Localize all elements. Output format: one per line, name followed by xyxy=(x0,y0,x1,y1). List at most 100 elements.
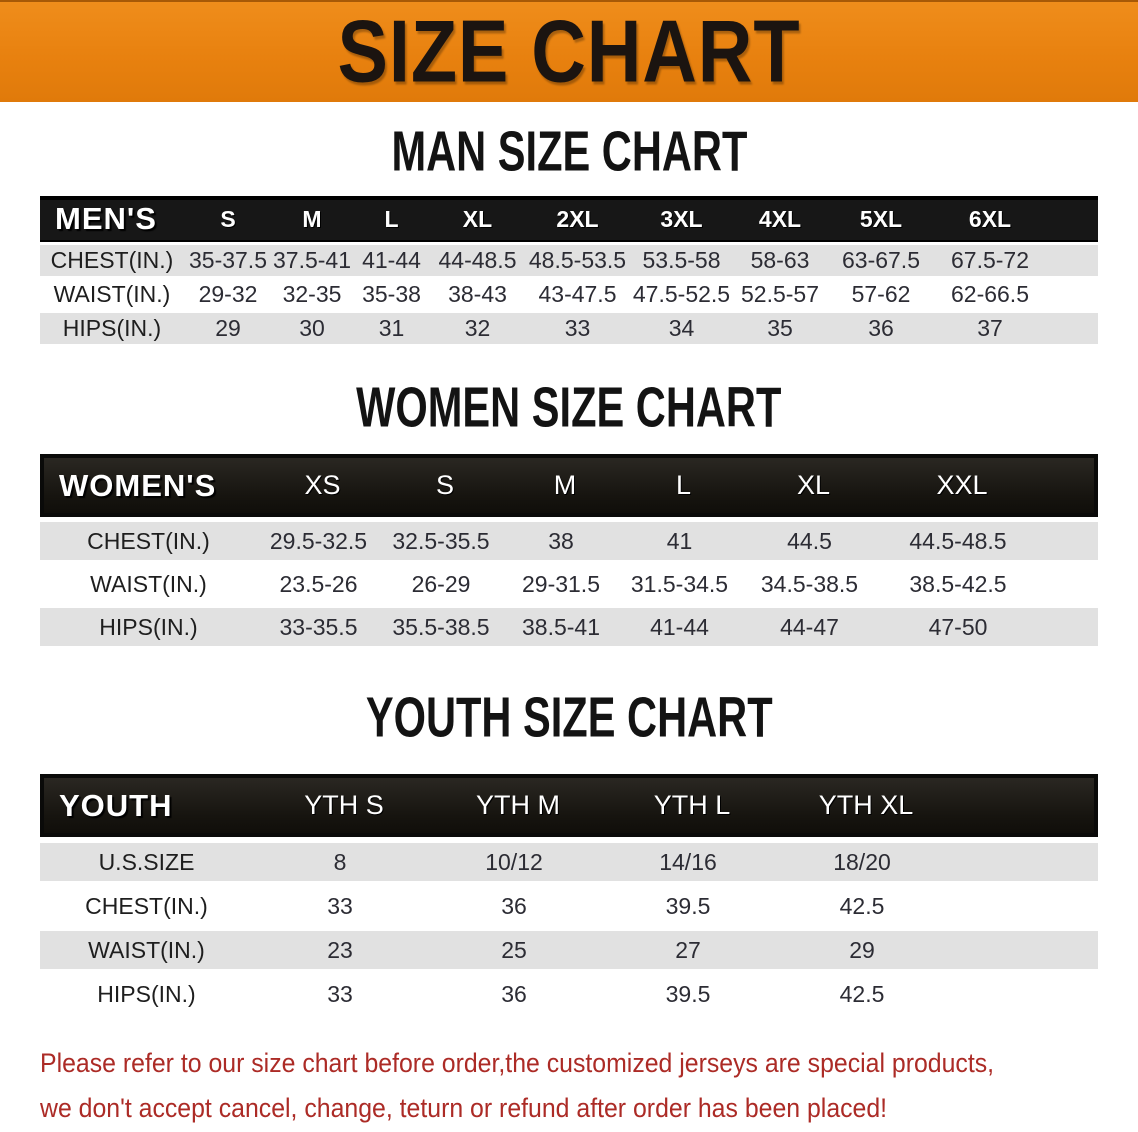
men-size-col: L xyxy=(384,205,399,232)
men-section-heading: MAN SIZE CHART xyxy=(0,120,1138,184)
size-value: 41-44 xyxy=(650,613,709,640)
size-value: 25 xyxy=(501,936,527,963)
women-size-col: S xyxy=(435,470,454,500)
size-value: 29 xyxy=(215,315,241,341)
size-value: 44-47 xyxy=(780,613,839,640)
men-row-chest: CHEST(IN.) 35-37.5 37.5-41 41-44 44-48.5… xyxy=(40,245,1098,276)
disclaimer-line-1: Please refer to our size chart before or… xyxy=(40,1048,995,1078)
women-table-title: WOMEN'S xyxy=(59,467,217,503)
size-value: 23.5-26 xyxy=(279,570,358,597)
men-size-col: 3XL xyxy=(660,205,703,232)
size-value: 36 xyxy=(868,315,894,341)
row-label: HIPS(IN.) xyxy=(62,315,162,341)
men-size-col: XL xyxy=(462,205,493,232)
size-value: 34.5-38.5 xyxy=(760,570,859,597)
size-value: 57-62 xyxy=(851,281,911,307)
men-size-col: 2XL xyxy=(556,205,599,232)
row-label: HIPS(IN.) xyxy=(99,613,198,640)
size-value: 37 xyxy=(977,315,1003,341)
size-value: 30 xyxy=(299,315,325,341)
men-size-col: M xyxy=(302,205,322,232)
size-value: 67.5-72 xyxy=(950,247,1029,273)
size-value: 43-47.5 xyxy=(538,281,617,307)
youth-table-title: YOUTH xyxy=(59,787,173,823)
size-value: 47.5-52.5 xyxy=(632,281,731,307)
size-value: 29-31.5 xyxy=(521,570,600,597)
youth-row-hips: HIPS(IN.) 33 36 39.5 42.5 xyxy=(40,975,1098,1013)
row-label: CHEST(IN.) xyxy=(87,527,210,554)
women-table-header-row: WOMEN'S XS S M L XL XXL xyxy=(40,454,1098,517)
size-value: 48.5-53.5 xyxy=(528,247,627,273)
size-value: 52.5-57 xyxy=(740,281,819,307)
size-value: 8 xyxy=(333,848,347,875)
row-label: CHEST(IN.) xyxy=(50,247,174,273)
men-size-col: 6XL xyxy=(968,205,1012,232)
size-value: 37.5-41 xyxy=(272,247,351,273)
size-value: 39.5 xyxy=(665,892,711,919)
banner-title: SIZE CHART xyxy=(337,2,801,101)
size-value: 58-63 xyxy=(750,247,810,273)
size-value: 47-50 xyxy=(928,613,988,640)
row-label: CHEST(IN.) xyxy=(85,892,208,919)
women-size-table: WOMEN'S XS S M L XL XXL CHEST(IN.) 29.5-… xyxy=(40,454,1098,646)
youth-row-ussize: U.S.SIZE 8 10/12 14/16 18/20 xyxy=(40,843,1098,881)
size-value: 33-35.5 xyxy=(279,613,358,640)
row-label: WAIST(IN.) xyxy=(53,281,171,307)
men-heading-text: MAN SIZE CHART xyxy=(391,120,747,184)
youth-size-col: YTH L xyxy=(653,790,731,820)
men-table-title: MEN'S xyxy=(55,201,157,236)
size-value: 14/16 xyxy=(659,848,717,875)
row-label: WAIST(IN.) xyxy=(88,936,205,963)
size-value: 44-48.5 xyxy=(438,247,517,273)
women-size-section: WOMEN SIZE CHART WOMEN'S XS S M L XL XXL… xyxy=(0,378,1138,646)
size-value: 26-29 xyxy=(411,570,471,597)
size-value: 32-35 xyxy=(282,281,342,307)
size-value: 31 xyxy=(378,315,405,341)
men-size-section: MAN SIZE CHART MEN'S S M L XL 2XL 3XL 4X… xyxy=(0,120,1138,344)
size-value: 38 xyxy=(548,527,574,554)
women-size-col: L xyxy=(675,470,692,500)
women-size-col: XXL xyxy=(936,470,988,500)
youth-size-col: YTH M xyxy=(476,790,560,820)
men-row-hips: HIPS(IN.) 29 30 31 32 33 34 35 36 37 xyxy=(40,313,1098,344)
men-size-col: S xyxy=(220,205,236,232)
youth-size-section: YOUTH SIZE CHART YOUTH YTH S YTH M YTH L… xyxy=(0,686,1138,1013)
size-value: 38-43 xyxy=(448,281,507,307)
youth-size-col: YTH XL xyxy=(818,790,914,820)
youth-section-heading: YOUTH SIZE CHART xyxy=(0,686,1138,750)
men-table-header-row: MEN'S S M L XL 2XL 3XL 4XL 5XL 6XL xyxy=(40,196,1098,242)
size-value: 31.5-34.5 xyxy=(630,570,729,597)
size-value: 44.5 xyxy=(787,527,832,554)
size-value: 35-37.5 xyxy=(188,247,267,273)
women-size-col: M xyxy=(553,470,577,500)
size-value: 29.5-32.5 xyxy=(269,527,368,554)
men-size-col: 5XL xyxy=(859,205,903,232)
size-value: 53.5-58 xyxy=(642,247,721,273)
size-value: 18/20 xyxy=(833,848,891,875)
youth-table-header-row: YOUTH YTH S YTH M YTH L YTH XL xyxy=(40,774,1098,837)
size-value: 35.5-38.5 xyxy=(392,613,490,640)
disclaimer-line-2: we don't accept cancel, change, teturn o… xyxy=(40,1093,888,1123)
men-size-col: 4XL xyxy=(758,205,802,232)
youth-heading-text: YOUTH SIZE CHART xyxy=(365,686,773,750)
size-value: 44.5-48.5 xyxy=(909,527,1007,554)
size-value: 36 xyxy=(501,892,527,919)
size-value: 33 xyxy=(327,892,353,919)
size-value: 35 xyxy=(767,315,793,341)
size-value: 36 xyxy=(501,980,527,1007)
size-value: 33 xyxy=(564,315,591,341)
size-value: 33 xyxy=(327,980,353,1007)
women-size-col: XS xyxy=(304,470,341,500)
size-value: 39.5 xyxy=(665,980,711,1007)
size-value: 38.5-42.5 xyxy=(909,570,1007,597)
size-value: 41-44 xyxy=(362,247,421,273)
men-row-waist: WAIST(IN.) 29-32 32-35 35-38 38-43 43-47… xyxy=(40,279,1098,310)
row-label: U.S.SIZE xyxy=(98,848,195,875)
women-row-chest: CHEST(IN.) 29.5-32.5 32.5-35.5 38 41 44.… xyxy=(40,522,1098,560)
size-value: 62-66.5 xyxy=(950,281,1029,307)
size-chart-banner: SIZE CHART xyxy=(0,0,1138,102)
row-label: HIPS(IN.) xyxy=(97,980,196,1007)
youth-row-waist: WAIST(IN.) 23 25 27 29 xyxy=(40,931,1098,969)
size-value: 32 xyxy=(464,315,491,341)
youth-row-chest: CHEST(IN.) 33 36 39.5 42.5 xyxy=(40,887,1098,925)
